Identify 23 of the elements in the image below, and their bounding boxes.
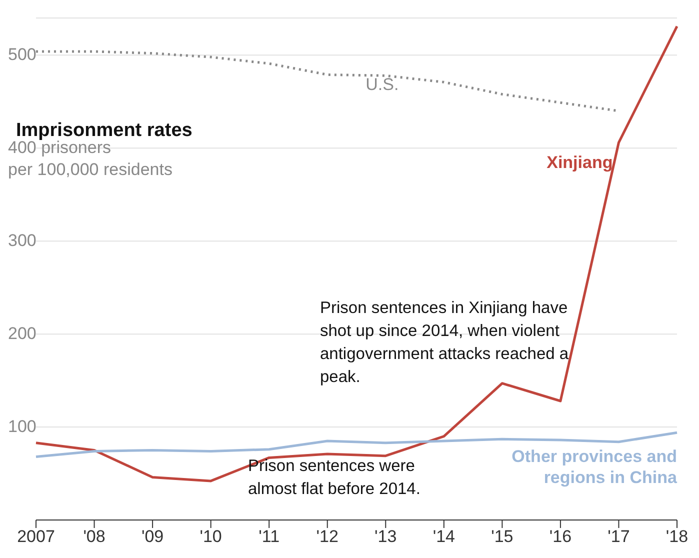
- x-tick-label: '12: [316, 527, 338, 546]
- x-tick-label: 2007: [17, 527, 55, 546]
- x-tick-label: '08: [83, 527, 106, 546]
- series-label: Xinjiang: [546, 152, 613, 173]
- x-tick-label: '11: [258, 527, 280, 546]
- text: Imprisonment rates: [16, 120, 192, 142]
- x-tick-label: '14: [432, 527, 455, 546]
- x-tick-label: '09: [141, 527, 164, 546]
- x-tick-label: '18: [666, 527, 688, 546]
- annotation: Prison sentences in Xinjiang have shot up since 2014, when violent antigovernment attacks reached a peak.: [320, 298, 570, 388]
- x-tick-label: '13: [374, 527, 397, 546]
- y-axis-title: per 100,000 residents: [8, 160, 172, 180]
- y-tick-label: 500: [8, 45, 36, 64]
- series-label: Other provinces and regions in China: [510, 446, 677, 488]
- x-tick-label: '17: [608, 527, 630, 546]
- y-tick-label: 100: [8, 417, 36, 436]
- y-tick-label: 200: [8, 324, 36, 344]
- x-tick-label: '10: [200, 527, 222, 546]
- x-tick-label: '16: [549, 527, 572, 546]
- x-tick-label: '15: [491, 527, 514, 546]
- annotation: Prison sentences were almost flat before 2014.: [248, 456, 422, 500]
- series-label: U.S.: [366, 74, 399, 95]
- y-tick-label: 300: [8, 231, 36, 250]
